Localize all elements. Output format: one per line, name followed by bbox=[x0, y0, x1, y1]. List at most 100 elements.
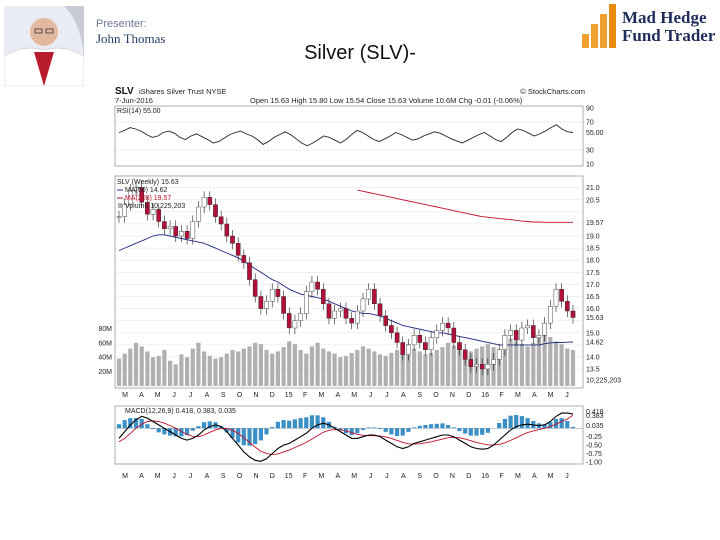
chart-credit: © StockCharts.com bbox=[520, 87, 585, 96]
macd-tick-label: -0.75 bbox=[586, 451, 602, 458]
candle-body bbox=[508, 330, 513, 336]
volume-bar bbox=[224, 353, 229, 386]
price-grid bbox=[115, 187, 583, 370]
price-x-label: M bbox=[351, 392, 357, 399]
price-tick-label: 17.0 bbox=[586, 282, 600, 289]
price-x-label: J bbox=[189, 392, 193, 399]
volume-bar bbox=[332, 353, 337, 386]
macd-histogram-bar bbox=[230, 428, 235, 438]
macd-histogram-bar bbox=[185, 428, 190, 436]
candle-body bbox=[411, 334, 417, 346]
volume-bar bbox=[190, 348, 195, 386]
volume-bar bbox=[162, 350, 167, 386]
candle-body bbox=[173, 226, 178, 237]
volume-bar bbox=[423, 354, 428, 386]
macd-x-label: 16 bbox=[481, 473, 489, 480]
candle-body bbox=[355, 310, 360, 324]
candle-body bbox=[479, 364, 485, 370]
presenter-box: Presenter: John Thomas bbox=[0, 0, 190, 86]
candle-body bbox=[440, 322, 445, 331]
macd-histogram-bar bbox=[275, 421, 280, 429]
candle-body bbox=[156, 209, 161, 222]
price-tick-label: 21.0 bbox=[586, 185, 600, 192]
volume-bar bbox=[440, 347, 445, 386]
candle-body bbox=[213, 204, 218, 217]
price-tick-label: 14.62 bbox=[586, 340, 604, 347]
volume-bar bbox=[406, 344, 411, 386]
volume-bar bbox=[463, 350, 468, 386]
candle-body bbox=[502, 334, 508, 350]
volume-bar bbox=[553, 341, 559, 386]
macd-x-label: M bbox=[155, 473, 161, 480]
candle-body bbox=[349, 318, 355, 324]
macd-histogram-bar bbox=[298, 418, 303, 429]
candle-body bbox=[275, 289, 281, 297]
volume-tick-label: 60M bbox=[98, 340, 112, 347]
volume-bar bbox=[570, 350, 576, 386]
price-tick-label: 14.0 bbox=[586, 355, 600, 362]
macd-histogram-bar bbox=[548, 422, 553, 429]
volume-bar bbox=[173, 364, 178, 386]
macd-x-label: A bbox=[139, 473, 144, 480]
candle-body bbox=[286, 313, 292, 329]
volume-bar bbox=[457, 348, 462, 386]
macd-histogram-bar bbox=[349, 428, 354, 436]
volume-bar bbox=[542, 332, 547, 386]
price-tick-label: 18.5 bbox=[586, 246, 600, 253]
candle-body bbox=[303, 291, 309, 314]
volume-bar bbox=[531, 342, 536, 386]
candle-body bbox=[525, 325, 530, 329]
candle-body bbox=[320, 289, 326, 305]
chart-quote: Open 15.63 High 15.80 Low 15.54 Close 15… bbox=[250, 96, 523, 105]
macd-histogram-bar bbox=[270, 427, 275, 429]
candle-body bbox=[491, 359, 496, 365]
volume-bar bbox=[309, 346, 314, 386]
volume-bar bbox=[508, 338, 513, 386]
macd-histogram-bar bbox=[480, 428, 485, 435]
candle-body bbox=[309, 281, 315, 292]
slide-title: Silver (SLV)- bbox=[304, 42, 416, 64]
macd-histogram-bar bbox=[457, 428, 462, 432]
volume-bar bbox=[383, 355, 388, 386]
candle-body bbox=[298, 313, 303, 321]
macd-histogram-bar bbox=[395, 428, 400, 436]
macd-histogram-bar bbox=[451, 427, 456, 429]
macd-histogram-bar bbox=[150, 428, 156, 430]
volume-bar bbox=[451, 345, 456, 386]
volume-bar bbox=[179, 354, 184, 386]
volume-bar bbox=[446, 342, 451, 386]
candle-body bbox=[383, 315, 389, 326]
volume-bar bbox=[366, 348, 371, 386]
volume-bar bbox=[338, 357, 343, 386]
volume-bar bbox=[298, 350, 303, 386]
macd-histogram-bar bbox=[236, 428, 241, 443]
volume-bar bbox=[326, 351, 332, 386]
macd-x-label: 15 bbox=[285, 473, 293, 480]
price-x-label: A bbox=[335, 392, 340, 399]
macd-histogram-bar bbox=[116, 424, 122, 429]
candle-body bbox=[553, 289, 559, 307]
volume-bar bbox=[230, 350, 235, 386]
macd-histogram-bar bbox=[372, 427, 377, 429]
price-tick-label: 16.0 bbox=[586, 306, 600, 313]
macd-histogram-bar bbox=[559, 418, 564, 429]
macd-histogram-bar bbox=[241, 428, 246, 446]
volume-bar bbox=[207, 355, 212, 386]
macd-x-label: A bbox=[335, 473, 340, 480]
price-x-label: S bbox=[417, 392, 422, 399]
candle-body bbox=[201, 197, 207, 208]
macd-histogram-bar bbox=[196, 426, 201, 429]
volume-bar bbox=[321, 348, 326, 386]
candle-body bbox=[281, 296, 286, 314]
candle-body bbox=[400, 342, 406, 355]
candle-body bbox=[531, 325, 536, 338]
presenter-label: Presenter: bbox=[96, 18, 147, 30]
volume-bar bbox=[349, 352, 354, 386]
candle-body bbox=[570, 310, 576, 318]
volume-bar bbox=[156, 355, 161, 386]
macd-tick-label: -1.00 bbox=[586, 460, 602, 467]
candle-body bbox=[394, 332, 400, 343]
macd-histogram-bar bbox=[264, 428, 269, 435]
macd-x-label: N bbox=[450, 473, 455, 480]
macd-histogram-bar bbox=[224, 428, 229, 433]
